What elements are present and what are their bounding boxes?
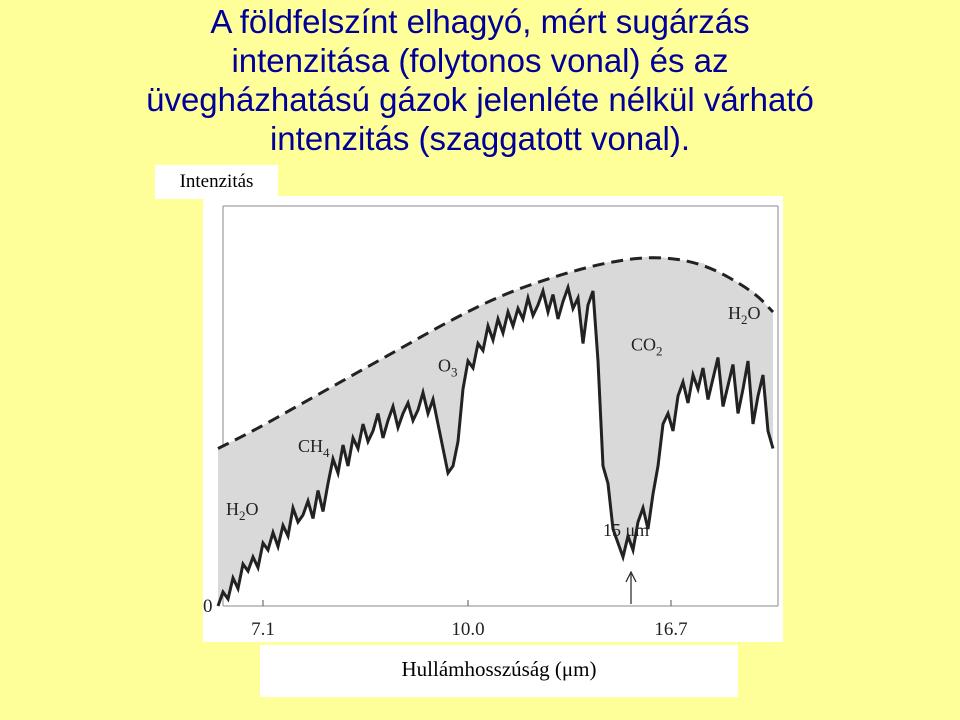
measured-intensity-line — [216, 282, 775, 607]
gas-annotation: O3 — [438, 356, 458, 380]
y-axis-label: Intenzitás — [155, 165, 278, 199]
slide-title: A földfelszínt elhagyó, mért sugárzás in… — [0, 2, 960, 158]
title-line: intenzitása (folytonos vonal) és az — [231, 42, 729, 79]
chart-area: 7.1 10.0 16.7 0 H2O CH4 O3 CO2 H2O 15 μm — [203, 196, 783, 642]
x-tick-label: 16.7 — [654, 619, 687, 640]
gas-annotation: CO2 — [631, 335, 663, 359]
x-tick-label: 10.0 — [451, 619, 484, 640]
gas-annotation: CH4 — [298, 436, 330, 460]
expected-intensity-dashed-line — [217, 256, 775, 450]
x-tick-label: 7.1 — [251, 619, 275, 640]
x-axis-label: Hullámhosszúság (μm) — [260, 645, 738, 697]
y-tick-label: 0 — [203, 596, 213, 617]
title-line: üvegházhatású gázok jelenléte nélkül vár… — [146, 81, 814, 118]
gas-annotation: H2O — [728, 303, 761, 327]
spectrum-chart: 7.1 10.0 16.7 0 H2O CH4 O3 CO2 H2O 15 μm — [203, 205, 779, 640]
marker-arrow-head — [625, 570, 637, 583]
title-line: intenzitás (szaggatott vonal). — [269, 120, 691, 157]
gas-annotation: 15 μm — [603, 520, 649, 540]
title-line: A földfelszínt elhagyó, mért sugárzás — [210, 3, 750, 40]
gas-annotation: H2O — [226, 499, 259, 523]
absorption-shading — [218, 256, 773, 606]
